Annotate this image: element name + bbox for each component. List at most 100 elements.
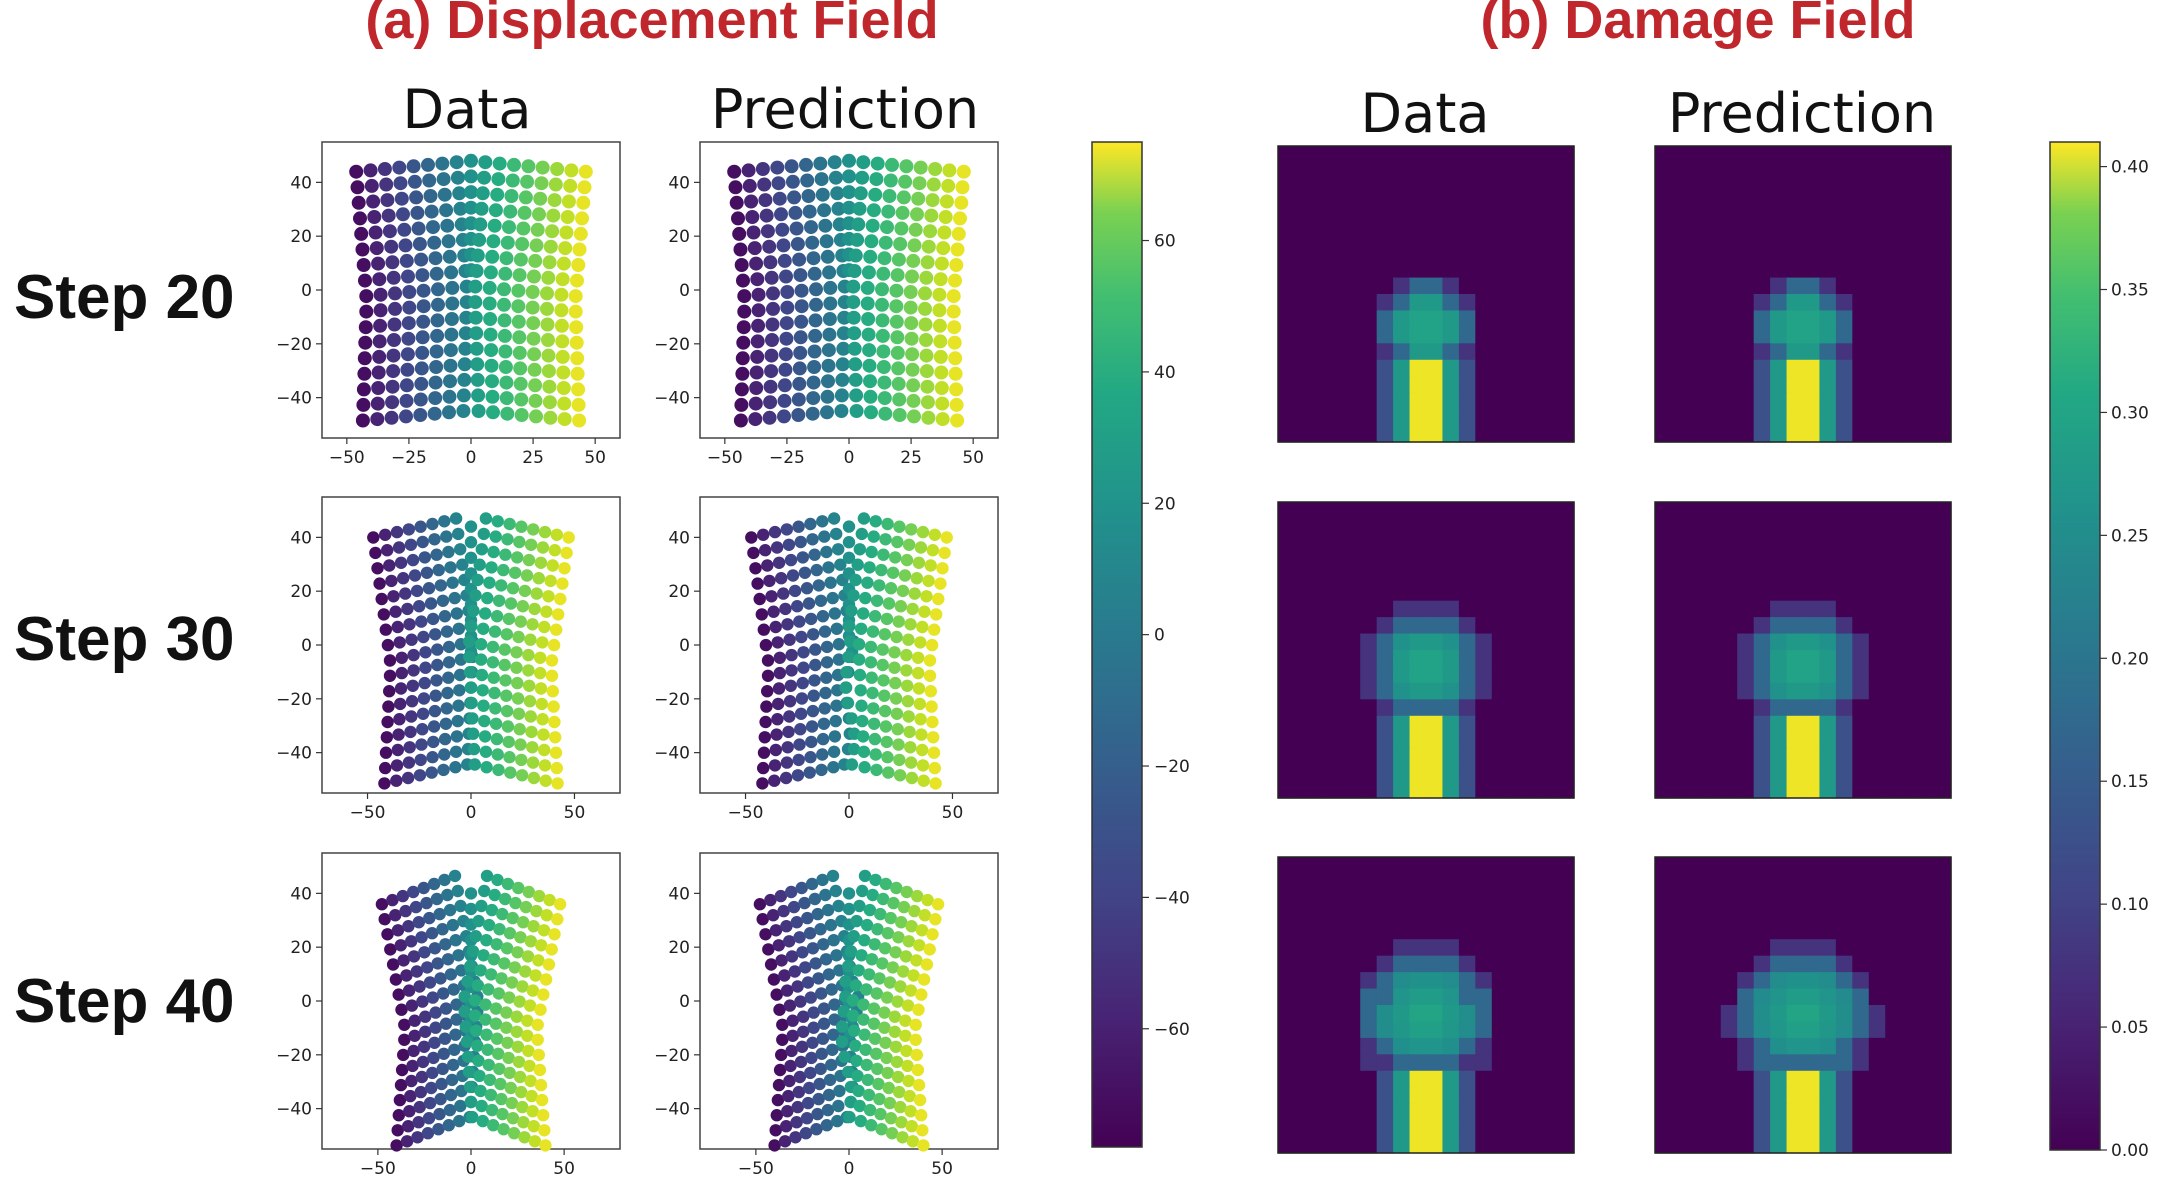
damage-cell	[1376, 857, 1394, 875]
damage-cell	[1753, 502, 1771, 520]
damage-cell	[1786, 294, 1804, 312]
damage-cell	[1687, 343, 1705, 361]
displacement-point	[866, 888, 879, 902]
displacement-point	[499, 375, 514, 390]
displacement-point	[899, 950, 913, 963]
damage-cell	[1720, 955, 1738, 973]
damage-cell	[1393, 1037, 1411, 1055]
displacement-point	[545, 654, 559, 667]
displacement-point	[805, 735, 818, 749]
damage-cell	[1786, 310, 1804, 328]
displacement-point	[776, 1018, 789, 1031]
displacement-point	[405, 999, 419, 1012]
displacement-point	[457, 372, 472, 387]
damage-cell	[1737, 244, 1755, 262]
displacement-point	[801, 1096, 815, 1110]
damage-cell	[1835, 1021, 1853, 1039]
displacement-point	[849, 404, 864, 418]
damage-cell	[1934, 584, 1952, 602]
damage-cell	[1343, 699, 1361, 717]
damage-cell	[1786, 1021, 1804, 1039]
displacement-point	[851, 217, 866, 232]
damage-cell	[1310, 988, 1328, 1006]
displacement-point	[511, 283, 526, 298]
displacement-point	[795, 1040, 809, 1054]
damage-cell	[1409, 244, 1427, 262]
damage-cell	[1426, 146, 1444, 164]
damage-cell	[1475, 633, 1493, 651]
displacement-point	[559, 225, 574, 240]
displacement-point	[519, 965, 532, 978]
damage-cell	[1278, 666, 1296, 684]
displacement-point	[816, 515, 829, 528]
displacement-point	[891, 995, 904, 1008]
displacement-point	[893, 237, 908, 251]
displacement-point	[529, 238, 544, 253]
displacement-point	[524, 1074, 537, 1088]
displacement-point	[412, 1116, 425, 1129]
damage-cell	[1524, 988, 1542, 1006]
x-tick-label: 0	[466, 448, 477, 468]
displacement-point	[912, 651, 925, 664]
damage-cell	[1918, 211, 1936, 229]
damage-cell	[1835, 922, 1853, 940]
damage-cell	[1770, 343, 1788, 361]
damage-cell	[1819, 392, 1837, 410]
damage-cell	[1458, 1021, 1476, 1039]
x-tick-label: −50	[738, 1159, 774, 1179]
damage-cell	[1737, 617, 1755, 635]
damage-cell	[1343, 178, 1361, 196]
damage-cell	[1278, 988, 1296, 1006]
damage-cell	[1409, 1054, 1427, 1072]
displacement-point	[759, 638, 773, 652]
damage-cell	[1475, 765, 1493, 783]
damage-cell	[1343, 567, 1361, 585]
displacement-point	[512, 1055, 526, 1069]
damage-cell	[1671, 534, 1689, 552]
displacement-point	[894, 980, 907, 993]
displacement-point	[530, 222, 545, 237]
damage-cell	[1360, 392, 1378, 410]
damage-cell	[1671, 988, 1689, 1006]
damage-cell	[1541, 939, 1559, 957]
damage-cell	[1835, 617, 1853, 635]
damage-cell	[1442, 889, 1460, 907]
damage-cell	[1278, 551, 1296, 569]
damage-cell	[1704, 617, 1722, 635]
damage-cell	[1360, 906, 1378, 924]
displacement-point	[444, 561, 457, 574]
damage-cell	[1671, 600, 1689, 618]
displacement-point	[378, 913, 391, 926]
damage-cell	[1737, 988, 1755, 1006]
displacement-point	[956, 164, 971, 179]
displacement-point	[385, 395, 400, 410]
displacement-point	[791, 980, 804, 993]
displacement-point	[422, 1112, 436, 1125]
displacement-point	[876, 344, 891, 359]
damage-cell	[1491, 211, 1509, 229]
damage-cell	[1852, 1054, 1870, 1072]
displacement-point	[406, 159, 421, 174]
displacement-point	[741, 163, 756, 178]
damage-cell	[1557, 261, 1575, 279]
damage-cell	[1852, 376, 1870, 394]
damage-cell	[1852, 277, 1870, 295]
damage-cell	[1508, 765, 1526, 783]
damage-cell	[1294, 359, 1312, 377]
displacement-point	[895, 205, 910, 220]
displacement-point	[495, 1092, 508, 1106]
damage-cell	[1541, 972, 1559, 990]
damage-cell	[1442, 682, 1460, 700]
displacement-point	[806, 1036, 819, 1050]
displacement-point	[810, 563, 823, 577]
damage-cell	[1770, 376, 1788, 394]
x-tick-label: 50	[942, 803, 964, 823]
displacement-point	[745, 210, 760, 224]
damage-cell	[1885, 633, 1903, 651]
damage-cell	[1343, 715, 1361, 733]
displacement-point	[902, 538, 916, 551]
damage-cell	[1458, 425, 1476, 443]
damage-cell	[1541, 732, 1559, 750]
damage-cell	[1557, 343, 1575, 361]
damage-cell	[1704, 955, 1722, 973]
